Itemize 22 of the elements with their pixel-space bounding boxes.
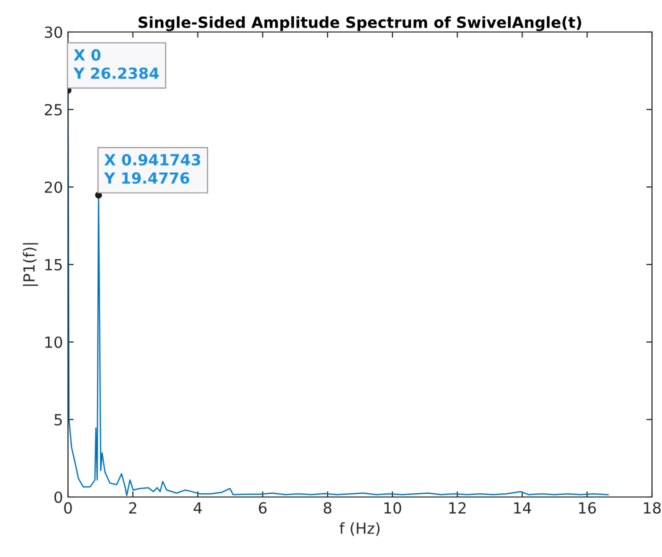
- y-tick-label: 0: [54, 491, 62, 504]
- y-tick-label: 5: [54, 414, 62, 426]
- x-tick-label: 12: [449, 502, 466, 514]
- y-tick-label: 25: [44, 104, 62, 116]
- x-tick-label: 6: [258, 502, 267, 514]
- x-tick-label: 4: [194, 502, 202, 514]
- annotation: X 0.941743 Y 19.4776: [104, 154, 200, 184]
- x-tick-label: 10: [384, 502, 402, 514]
- x-tick-label: 18: [644, 502, 661, 514]
- x-tick-label: 16: [579, 502, 596, 514]
- x-tick-label: 2: [129, 502, 136, 514]
- y-tick-label: 15: [45, 259, 62, 271]
- y-tick-label: 10: [45, 336, 62, 348]
- y-tick-label: 20: [44, 181, 62, 194]
- y-axis-title: |P1(f)|: [22, 243, 38, 286]
- y-tick-label: 30: [44, 26, 62, 38]
- x-axis-title: f (Hz): [340, 522, 380, 536]
- annotation: X 0 Y 26.2384: [73, 49, 159, 80]
- chart-title: Single-Sided Amplitude Spectrum of SwivelAngle(t): [138, 16, 582, 32]
- x-tick-label: 14: [514, 502, 532, 514]
- x-tick-label: 8: [324, 502, 332, 514]
- x-tick-label: 0: [64, 502, 72, 514]
